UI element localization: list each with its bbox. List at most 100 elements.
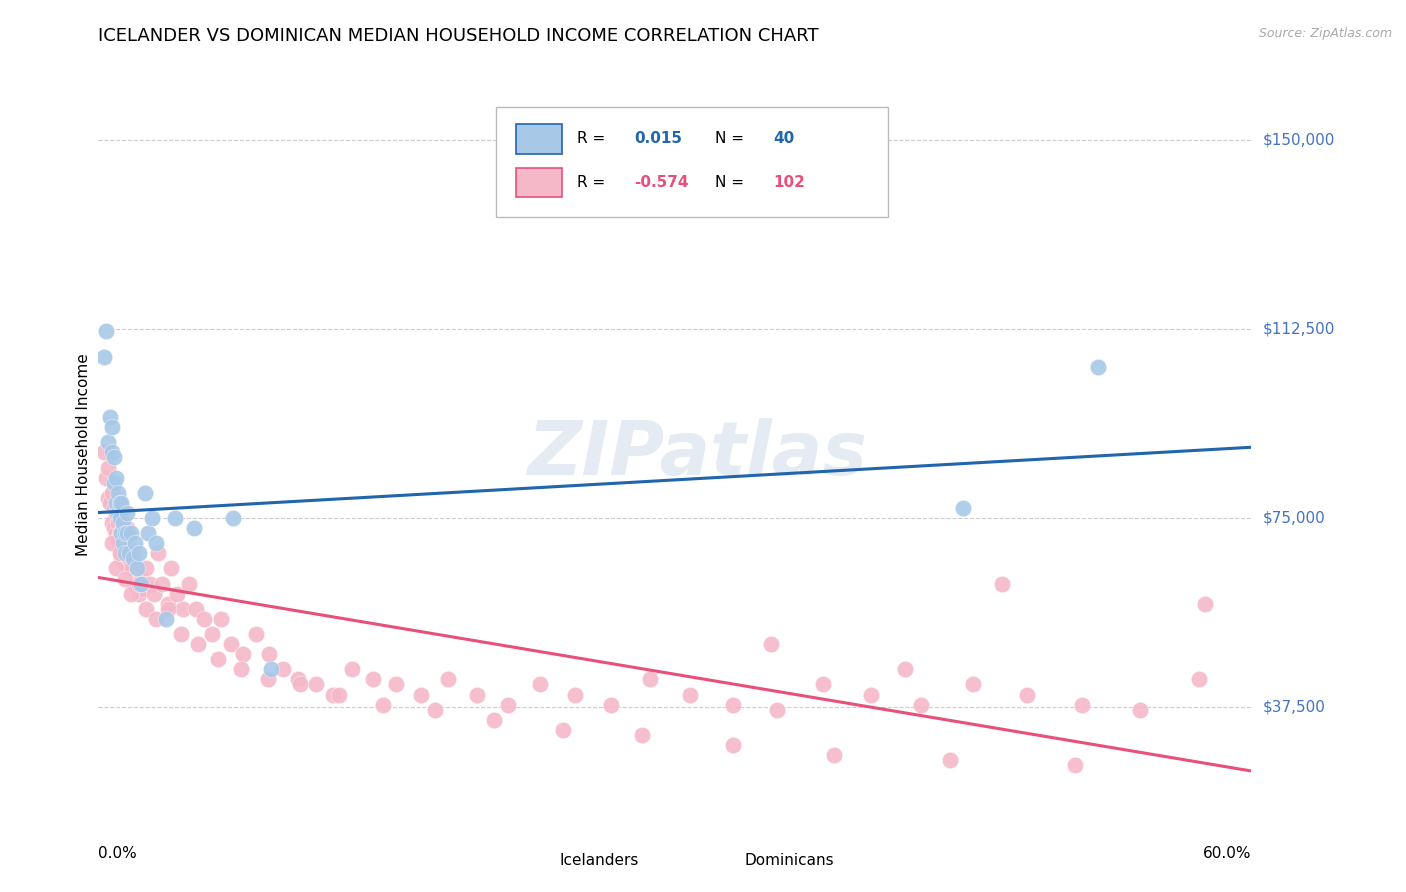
Point xyxy=(894,662,917,676)
Point xyxy=(484,713,506,727)
Point xyxy=(910,698,932,712)
Point xyxy=(94,324,117,338)
Point xyxy=(120,561,142,575)
Y-axis label: Median Household Income: Median Household Income xyxy=(76,353,91,557)
Point xyxy=(135,561,157,575)
Point xyxy=(135,601,157,615)
Point xyxy=(107,516,129,530)
Point xyxy=(1129,703,1152,717)
Point xyxy=(107,531,129,545)
Point xyxy=(98,410,121,425)
Point xyxy=(423,703,446,717)
Point xyxy=(385,677,408,691)
Point xyxy=(125,561,148,575)
Text: N =: N = xyxy=(716,131,749,146)
Point xyxy=(553,723,575,737)
Point xyxy=(104,506,127,520)
Point xyxy=(952,500,974,515)
Point xyxy=(101,536,124,550)
Text: 60.0%: 60.0% xyxy=(1204,846,1251,861)
Point xyxy=(465,688,488,702)
Point xyxy=(631,728,654,742)
Point xyxy=(103,450,125,465)
Point xyxy=(94,470,117,484)
Point xyxy=(108,541,131,556)
Point xyxy=(101,420,124,434)
Point xyxy=(103,521,125,535)
Point xyxy=(859,688,882,702)
Point xyxy=(118,551,141,566)
Point xyxy=(811,677,834,691)
Point xyxy=(108,526,131,541)
Point xyxy=(114,546,136,560)
Point xyxy=(170,627,193,641)
Point xyxy=(103,500,125,515)
Point xyxy=(1194,597,1216,611)
Point xyxy=(112,526,135,541)
Point xyxy=(128,546,150,560)
Point xyxy=(207,652,229,666)
Point xyxy=(183,521,205,535)
Point xyxy=(117,526,138,541)
Point xyxy=(120,526,142,541)
Point xyxy=(125,561,148,575)
Point xyxy=(93,350,115,364)
Point xyxy=(765,703,787,717)
Point xyxy=(117,541,138,556)
Text: 40: 40 xyxy=(773,131,794,146)
Point xyxy=(97,435,120,450)
Point xyxy=(160,561,183,575)
Point xyxy=(938,753,960,767)
Point xyxy=(110,496,132,510)
Point xyxy=(496,698,519,712)
Point xyxy=(129,576,152,591)
Point xyxy=(1063,758,1085,772)
Point xyxy=(108,511,131,525)
Point xyxy=(143,587,166,601)
Point xyxy=(721,738,744,752)
Point xyxy=(231,647,254,661)
Point xyxy=(638,673,661,687)
Point xyxy=(108,496,131,510)
Point xyxy=(1071,698,1094,712)
Text: R =: R = xyxy=(576,131,610,146)
Text: N =: N = xyxy=(716,176,749,190)
Point xyxy=(110,526,132,541)
Point xyxy=(101,516,124,530)
Point xyxy=(156,597,179,611)
Point xyxy=(1015,688,1038,702)
Point xyxy=(110,551,132,566)
Point xyxy=(155,612,177,626)
Text: Source: ZipAtlas.com: Source: ZipAtlas.com xyxy=(1258,27,1392,40)
Point xyxy=(131,582,153,596)
Point xyxy=(371,698,394,712)
Point xyxy=(124,536,146,550)
Point xyxy=(1087,359,1109,374)
Point xyxy=(112,536,135,550)
Point xyxy=(260,662,283,676)
Point xyxy=(222,511,245,525)
Point xyxy=(600,698,623,712)
Point xyxy=(177,576,200,591)
Text: R =: R = xyxy=(576,176,610,190)
Text: $150,000: $150,000 xyxy=(1263,132,1334,147)
Point xyxy=(271,662,294,676)
FancyBboxPatch shape xyxy=(697,850,738,871)
Point xyxy=(139,576,162,591)
Point xyxy=(411,688,433,702)
Point xyxy=(101,485,124,500)
Point xyxy=(1188,673,1211,687)
Point xyxy=(124,576,146,591)
Point xyxy=(146,546,169,560)
Point xyxy=(97,491,120,505)
Point xyxy=(165,511,187,525)
Point xyxy=(256,673,278,687)
Point xyxy=(150,576,173,591)
Text: 0.015: 0.015 xyxy=(634,131,682,146)
Text: $75,000: $75,000 xyxy=(1263,510,1326,525)
Point xyxy=(122,546,145,560)
Point xyxy=(823,747,845,762)
Point xyxy=(529,677,551,691)
Point xyxy=(97,460,120,475)
Point xyxy=(145,612,167,626)
